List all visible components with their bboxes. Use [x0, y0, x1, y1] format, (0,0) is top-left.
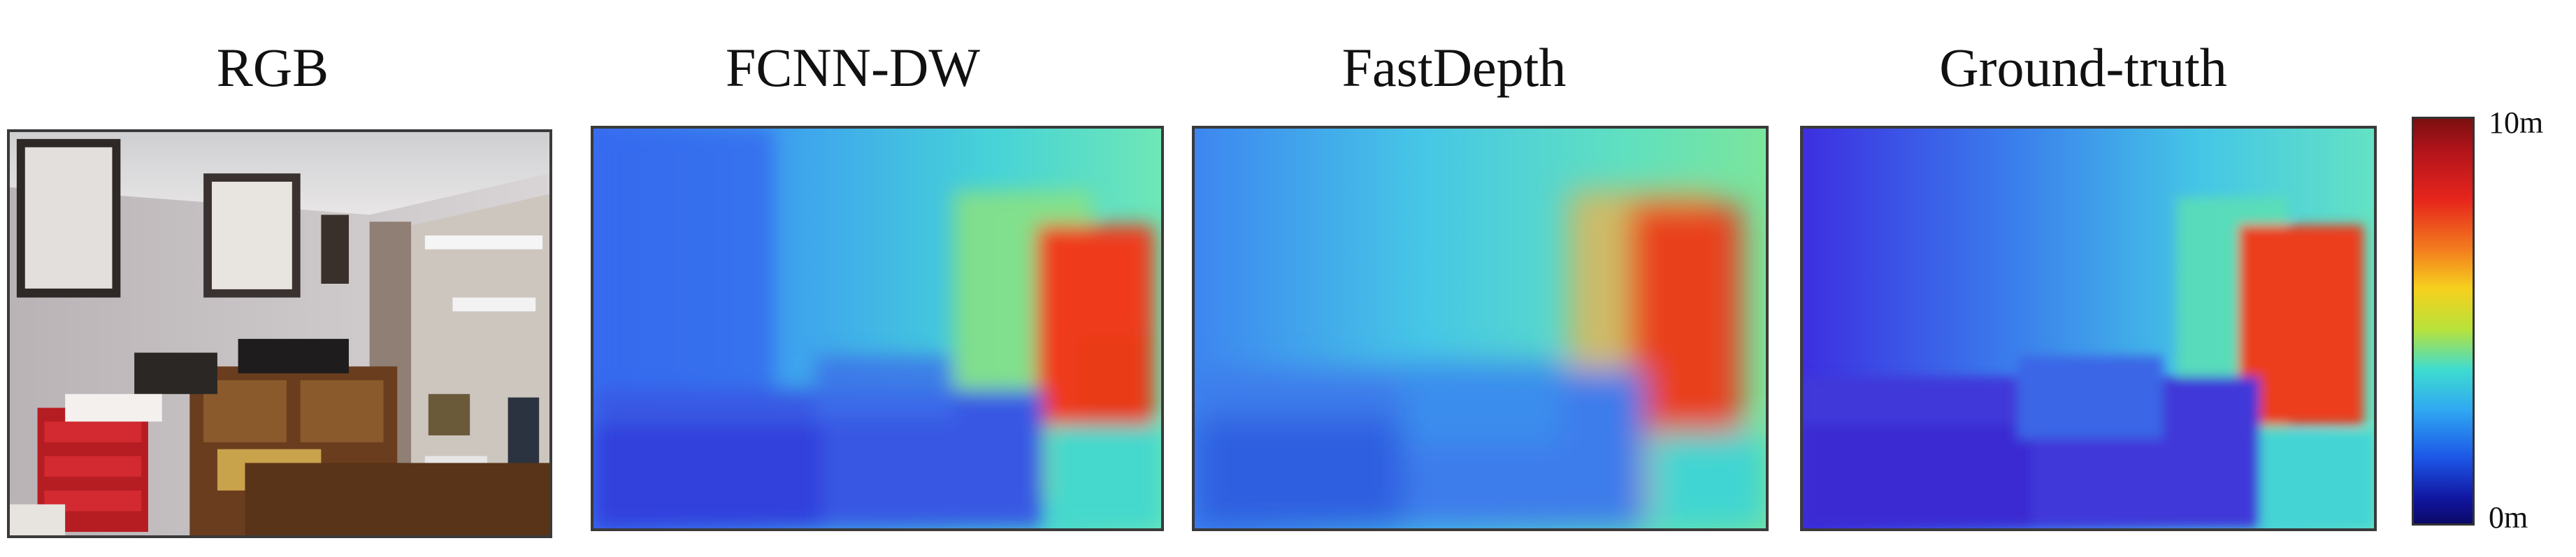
rgb-image [7, 129, 552, 538]
title-fastdepth: FastDepth [1341, 37, 1567, 98]
fcnn-dw-depth-map [591, 126, 1164, 531]
depth-colorbar [2412, 117, 2475, 526]
title-fcnn-dw: FCNN-DW [726, 37, 980, 98]
colorbar-max-label: 10m [2489, 106, 2544, 140]
title-rgb: RGB [216, 37, 329, 98]
colorbar-min-label: 0m [2489, 500, 2528, 535]
fastdepth-depth-map [1192, 126, 1769, 531]
ground-truth-depth-map [1800, 126, 2377, 531]
title-ground-truth: Ground-truth [1939, 37, 2227, 98]
